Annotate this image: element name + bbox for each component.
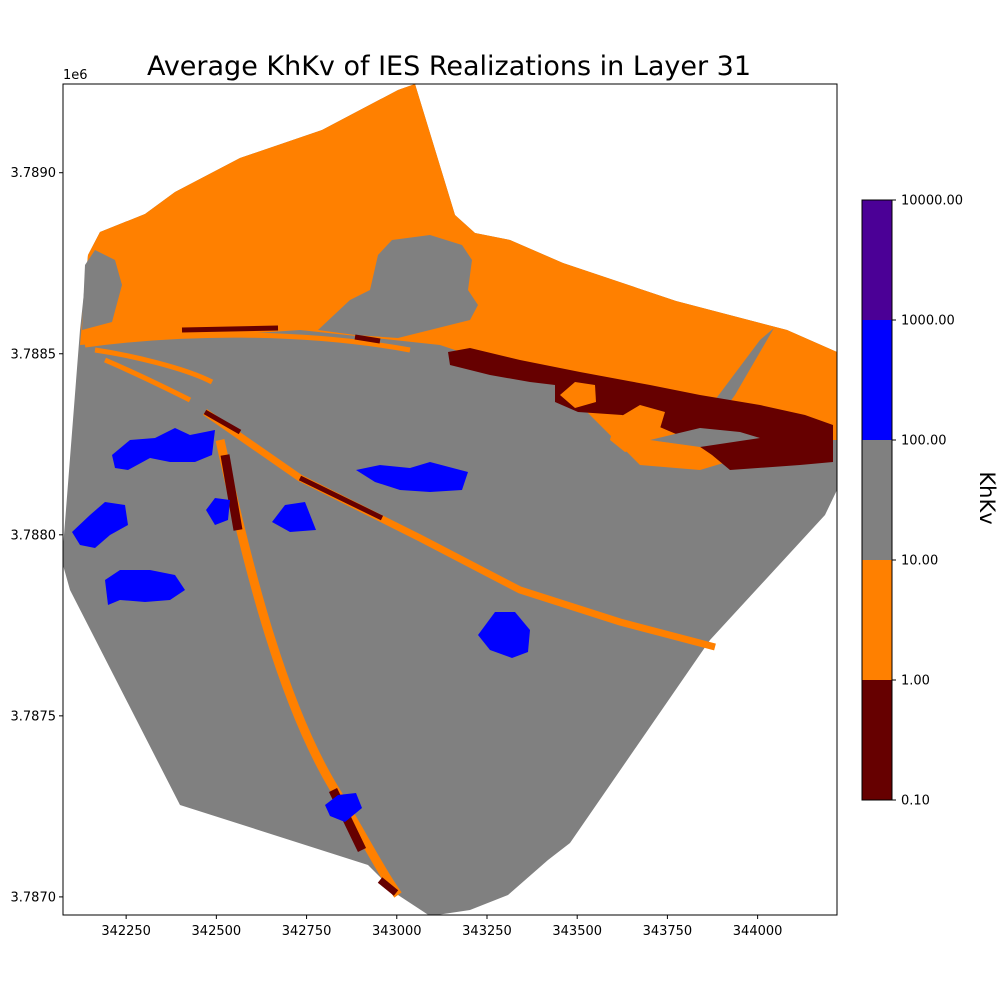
region-blue-6 [356,462,468,492]
channel-west-arc [94,347,214,385]
colorbar-tick-label: 0.10 [901,794,930,809]
colorbar-band [862,320,892,440]
colorbar-tick-label: 100.00 [901,434,947,449]
channel-diagonal [203,409,716,651]
y-tick-label: 3.7890 [11,166,57,181]
region-blue-8 [325,793,362,822]
region-blue-7 [478,612,530,658]
region-orange-pocket-2 [610,405,665,452]
colorbar-tick-label: 10000.00 [901,194,963,209]
fault-south-red-3 [377,877,399,896]
x-tick-label: 343500 [552,924,602,939]
region-gray-west [82,250,122,330]
y-tick-label: 3.7885 [11,347,57,362]
channel-north-arc [84,332,411,353]
region-gray-pocket [650,428,760,447]
fault-diagonal-red-2 [298,475,384,521]
colorbar-tick-label: 10.00 [901,554,938,569]
y-tick-label: 3.7875 [11,709,57,724]
fault-north-red-2 [354,334,381,344]
colorbar-band [862,200,892,320]
x-axis: 342250 342500 342750 343000 343250 343500 3437… [101,915,782,939]
region-blue-5 [272,502,316,532]
colorbar-tick-label: 1000.00 [901,314,955,329]
x-tick-label: 343000 [372,924,422,939]
x-tick-label: 342500 [192,924,242,939]
x-tick-label: 342750 [282,924,332,939]
colorbar-band [862,440,892,560]
colorbar-frame [861,199,893,801]
colorbar: 0.10 1.00 10.00 100.00 1000.00 10000.00 [861,194,963,809]
region-blue-3 [105,570,185,605]
y-tick-label: 3.7870 [11,890,57,905]
y-tick-label: 3.7880 [11,528,57,543]
colorbar-tick-label: 1.00 [901,674,930,689]
region-gray-central [318,235,478,338]
x-tick-label: 343750 [643,924,693,939]
axes-frame [62,83,838,916]
region-blue-4 [206,498,230,525]
colorbar-band [862,560,892,680]
fault-south-red-1 [220,454,243,531]
y-offset-label: 1e6 [63,68,88,83]
region-blue-2 [72,502,128,548]
fault-diagonal-red [203,409,242,435]
channel-south [215,439,402,898]
colorbar-label: KhKv [975,471,999,524]
channel-west-arc-2 [104,357,192,403]
chart-title: Average KhKv of IES Realizations in Laye… [147,51,751,82]
x-tick-label: 344000 [733,924,783,939]
colorbar-band [862,680,892,800]
x-tick-label: 343250 [462,924,512,939]
region-blue-1 [112,428,215,470]
map-area [63,84,837,915]
x-tick-label: 342250 [101,924,151,939]
fault-north-red [181,325,279,333]
y-axis: 3.7870 3.7875 3.7880 3.7885 3.7890 [11,166,63,905]
region-orange-pocket-1 [560,382,596,408]
